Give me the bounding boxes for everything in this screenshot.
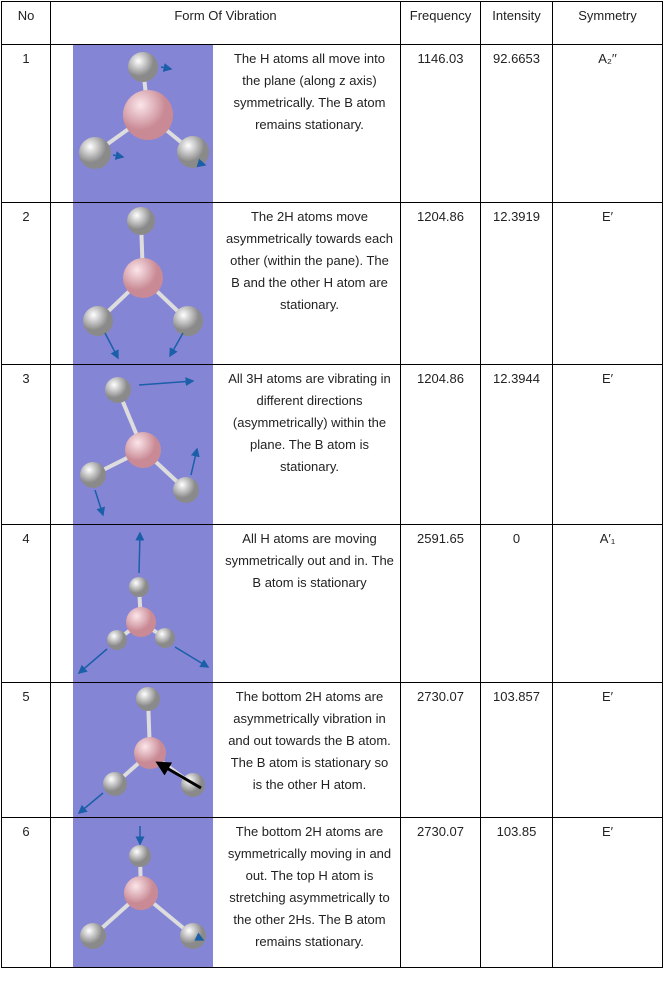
displacement-arrow — [138, 377, 195, 387]
displacement-arrow — [77, 648, 108, 674]
molecule-image — [73, 818, 213, 967]
molecule-diagram — [80, 826, 206, 949]
hydrogen-atom — [173, 477, 199, 503]
symmetry-cell: E′ — [552, 817, 663, 968]
boron-atom — [134, 737, 166, 769]
frequency-cell: 1204.86 — [400, 202, 481, 365]
vibration-description: The 2H atoms move asymmetrically towards… — [226, 209, 393, 312]
form-cell: The 2H atoms move asymmetrically towards… — [50, 202, 401, 365]
symmetry-cell: A₂′′ — [552, 44, 663, 203]
frequency-cell: 2730.07 — [400, 682, 481, 818]
form-cell: The H atoms all move into the plane (alo… — [50, 44, 401, 203]
header-frequency: Frequency — [400, 1, 481, 45]
molecule-diagram — [77, 687, 205, 814]
molecule-image — [73, 683, 213, 817]
header-no: No — [1, 1, 51, 45]
vibration-description: The bottom 2H atoms are asymmetrically v… — [228, 689, 391, 792]
hydrogen-atom — [180, 923, 206, 949]
hydrogen-atom — [80, 462, 106, 488]
displacement-arrow — [135, 531, 145, 574]
displacement-arrow — [77, 792, 104, 814]
intensity-cell: 12.3944 — [480, 364, 553, 525]
displacement-arrow — [174, 646, 210, 668]
boron-atom — [126, 607, 156, 637]
table-row: 4 All H atoms are moving symmetrically o… — [1, 524, 663, 683]
frequency-cell: 1204.86 — [400, 364, 481, 525]
displacement-arrow — [190, 447, 200, 476]
displacement-arrow — [196, 158, 207, 168]
displacement-arrow — [112, 151, 125, 160]
hydrogen-atom — [129, 845, 151, 867]
molecule-diagram — [80, 377, 200, 517]
vibration-description: All 3H atoms are vibrating in different … — [228, 371, 391, 474]
boron-atom — [123, 90, 173, 140]
symmetry-cell: E′ — [552, 682, 663, 818]
table-row: 6 The bottom 2H atoms are symmetrically … — [1, 817, 663, 968]
hydrogen-atom — [127, 207, 155, 235]
hydrogen-atom — [177, 136, 209, 168]
hydrogen-atom — [155, 628, 175, 648]
symmetry-cell: E′ — [552, 202, 663, 365]
header-row: No Form Of Vibration Frequency Intensity… — [1, 1, 663, 45]
vibration-table: No Form Of Vibration Frequency Intensity… — [1, 1, 663, 968]
hydrogen-atom — [129, 577, 149, 597]
symmetry-cell: A′₁ — [552, 524, 663, 683]
symmetry-cell: E′ — [552, 364, 663, 525]
frequency-cell: 1146.03 — [400, 44, 481, 203]
row-number: 2 — [1, 202, 51, 365]
boron-atom — [124, 876, 158, 910]
frequency-cell: 2730.07 — [400, 817, 481, 968]
boron-atom — [125, 432, 161, 468]
displacement-arrow — [155, 761, 202, 790]
row-number: 3 — [1, 364, 51, 525]
hydrogen-atom — [79, 137, 111, 169]
table-row: 5 The bottom 2H atoms are asymmetrically… — [1, 682, 663, 818]
row-number: 5 — [1, 682, 51, 818]
hydrogen-atom — [83, 306, 113, 336]
molecule-image — [73, 525, 213, 682]
form-cell: The bottom 2H atoms are asymmetrically v… — [50, 682, 401, 818]
molecule-diagram — [77, 531, 210, 674]
intensity-cell: 12.3919 — [480, 202, 553, 365]
intensity-cell: 103.857 — [480, 682, 553, 818]
row-number: 6 — [1, 817, 51, 968]
frequency-cell: 2591.65 — [400, 524, 481, 683]
molecule-diagram — [79, 52, 209, 169]
hydrogen-atom — [105, 377, 131, 403]
form-cell: The bottom 2H atoms are symmetrically mo… — [50, 817, 401, 968]
table-row: 2 The 2H atoms move asymmetrically towar… — [1, 202, 663, 365]
boron-atom — [123, 258, 163, 298]
header-symmetry: Symmetry — [552, 1, 663, 45]
row-number: 1 — [1, 44, 51, 203]
vibration-description: The bottom 2H atoms are symmetrically mo… — [227, 824, 392, 949]
hydrogen-atom — [103, 772, 127, 796]
molecule-image — [73, 203, 213, 364]
displacement-arrow — [169, 332, 184, 358]
displacement-arrow — [94, 489, 106, 517]
header-intensity: Intensity — [480, 1, 553, 45]
header-form: Form Of Vibration — [50, 1, 401, 45]
molecule-image — [73, 45, 213, 202]
intensity-cell: 103.85 — [480, 817, 553, 968]
displacement-arrow — [160, 63, 173, 72]
vibration-description: All H atoms are moving symmetrically out… — [225, 531, 394, 590]
molecule-image — [73, 365, 213, 524]
hydrogen-atom — [136, 687, 160, 711]
form-cell: All 3H atoms are vibrating in different … — [50, 364, 401, 525]
hydrogen-atom — [80, 923, 106, 949]
displacement-arrow — [104, 332, 119, 360]
intensity-cell: 0 — [480, 524, 553, 683]
intensity-cell: 92.6653 — [480, 44, 553, 203]
hydrogen-atom — [128, 52, 158, 82]
row-number: 4 — [1, 524, 51, 683]
hydrogen-atom — [173, 306, 203, 336]
hydrogen-atom — [107, 630, 127, 650]
table-row: 3 All 3H atoms are vibrating in differen… — [1, 364, 663, 525]
molecule-diagram — [83, 207, 203, 360]
displacement-arrow — [194, 932, 205, 941]
form-cell: All H atoms are moving symmetrically out… — [50, 524, 401, 683]
table-row: 1 The H atoms all move into the plane (a… — [1, 44, 663, 203]
vibration-description: The H atoms all move into the plane (alo… — [233, 51, 386, 132]
